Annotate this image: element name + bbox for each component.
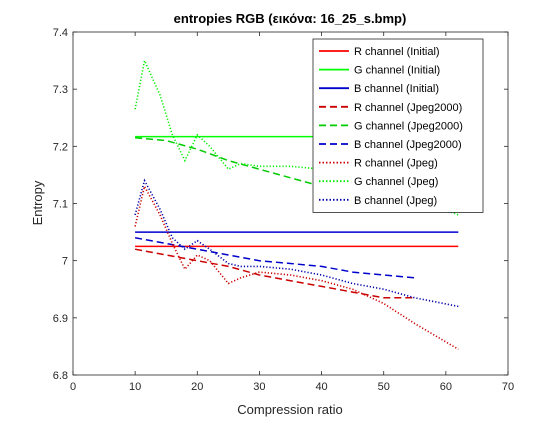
- x-tick-label: 20: [191, 381, 203, 393]
- y-tick-label: 7: [62, 256, 68, 268]
- x-tick-label: 70: [502, 381, 514, 393]
- chart-title: entropies RGB (εικόνα: 16_25_s.bmp): [174, 11, 407, 26]
- x-tick-label: 0: [70, 381, 76, 393]
- series-line-8: [134, 178, 459, 308]
- legend-entry: B channel (Jpeg): [354, 195, 437, 207]
- y-tick-label: 6.8: [53, 370, 68, 382]
- series-line-3: [134, 248, 415, 299]
- legend-entry: R channel (Initial): [354, 46, 440, 58]
- axis-ticks: 0 10 20 30 40 50 60 70 6.8 6.9 7 7.1 7.2 7.3 7.4: [53, 27, 514, 393]
- x-tick-label: 10: [129, 381, 141, 393]
- x-tick-label: 60: [440, 381, 452, 393]
- y-tick-label: 6.9: [53, 313, 68, 325]
- series-line-5: [134, 237, 415, 279]
- x-axis-label: Compression ratio: [237, 402, 343, 417]
- y-tick-label: 7.3: [53, 84, 68, 96]
- x-tick-label: 30: [253, 381, 265, 393]
- y-tick-label: 7.4: [53, 27, 68, 39]
- x-tick-label: 40: [315, 381, 327, 393]
- legend-entry: G channel (Initial): [354, 65, 440, 77]
- legend-entry: R channel (Jpeg): [354, 158, 438, 170]
- legend-entry: R channel (Jpeg2000): [354, 102, 462, 114]
- legend-entry: G channel (Jpeg2000): [354, 120, 463, 132]
- legend-entry: B channel (Initial): [354, 83, 439, 95]
- series-line-6: [134, 184, 459, 350]
- series-line-4: [135, 137, 415, 205]
- legend-entry: G channel (Jpeg): [354, 176, 438, 188]
- y-axis-label: Entropy: [30, 180, 45, 225]
- x-tick-label: 50: [378, 381, 390, 393]
- legend: R channel (Initial) G channel (Initial) B …: [312, 38, 484, 213]
- y-tick-label: 7.2: [53, 141, 68, 153]
- y-tick-label: 7.1: [53, 199, 68, 211]
- legend-entry: B channel (Jpeg2000): [354, 139, 462, 151]
